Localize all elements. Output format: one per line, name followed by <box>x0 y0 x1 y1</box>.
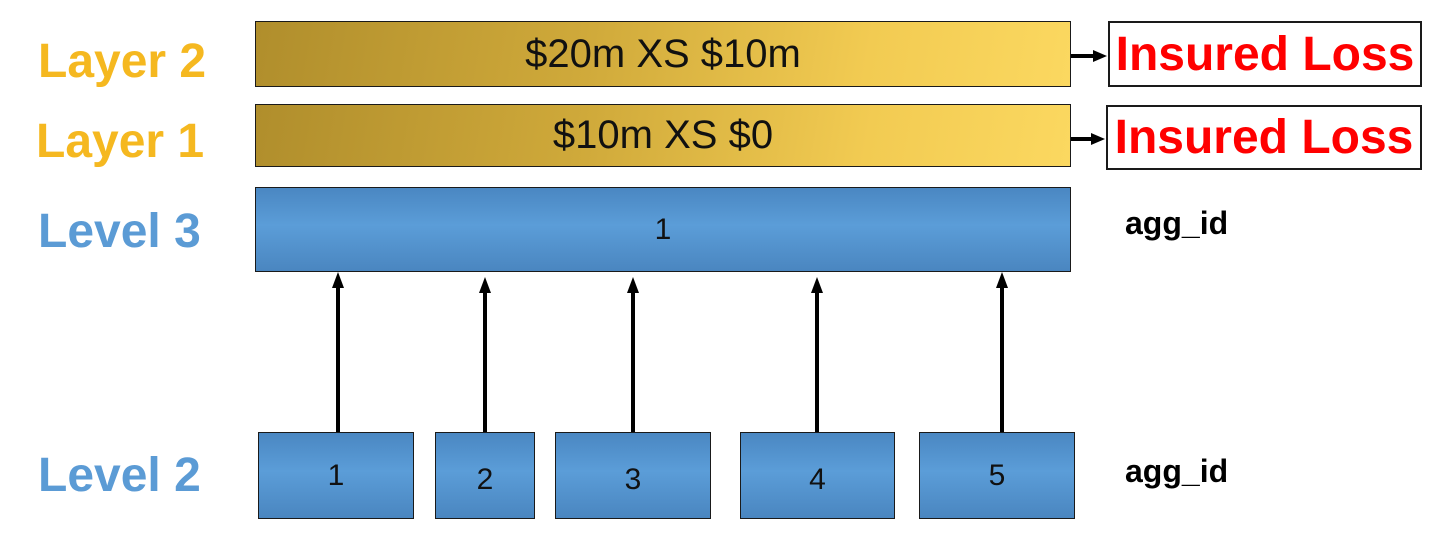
arrowhead-4 <box>811 277 823 293</box>
level-3-agg-box: 1 <box>255 187 1071 272</box>
layer-1-terms: $10m XS $0 <box>552 113 774 157</box>
arrowhead-layer-1 <box>1091 133 1105 145</box>
level-3-box-label: 1 <box>654 212 672 246</box>
level-2-box-3-label: 3 <box>624 462 642 496</box>
arrowhead-5 <box>996 272 1008 288</box>
level-2-agg-id-label: agg_id <box>1125 453 1229 489</box>
arrowhead-2 <box>479 277 491 293</box>
arrowhead-layer-2 <box>1093 50 1107 62</box>
layer-2-insured-loss-text: Insured Loss <box>1115 27 1415 81</box>
layer-1-label: Layer 1 <box>36 115 205 168</box>
level-2-box-5-label: 5 <box>988 458 1006 492</box>
level-2-box-1: 1 <box>258 432 414 519</box>
arrowhead-1 <box>332 272 344 288</box>
level-2-label: Level 2 <box>38 449 201 502</box>
arrowhead-3 <box>627 277 639 293</box>
layer-2-terms: $20m XS $10m <box>525 31 801 76</box>
level-2-box-1-label: 1 <box>327 458 345 492</box>
layer-1-insured-loss-text: Insured Loss <box>1114 111 1414 164</box>
layer-2-bar: $20m XS $10m <box>255 21 1071 87</box>
level-2-box-3: 3 <box>555 432 711 519</box>
layer-1-bar: $10m XS $0 <box>255 104 1071 167</box>
level-3-label: Level 3 <box>38 205 201 258</box>
level-2-box-4: 4 <box>740 432 895 519</box>
level-2-box-4-label: 4 <box>809 462 826 496</box>
level-2-box-2-label: 2 <box>476 462 494 496</box>
layer-2-label: Layer 2 <box>38 35 207 88</box>
layer-1-insured-loss-box: Insured Loss <box>1106 105 1422 170</box>
level-2-box-5: 5 <box>919 432 1075 519</box>
level-3-agg-id-label: agg_id <box>1125 205 1229 241</box>
level-2-box-2: 2 <box>435 432 535 519</box>
layer-2-insured-loss-box: Insured Loss <box>1108 21 1422 87</box>
